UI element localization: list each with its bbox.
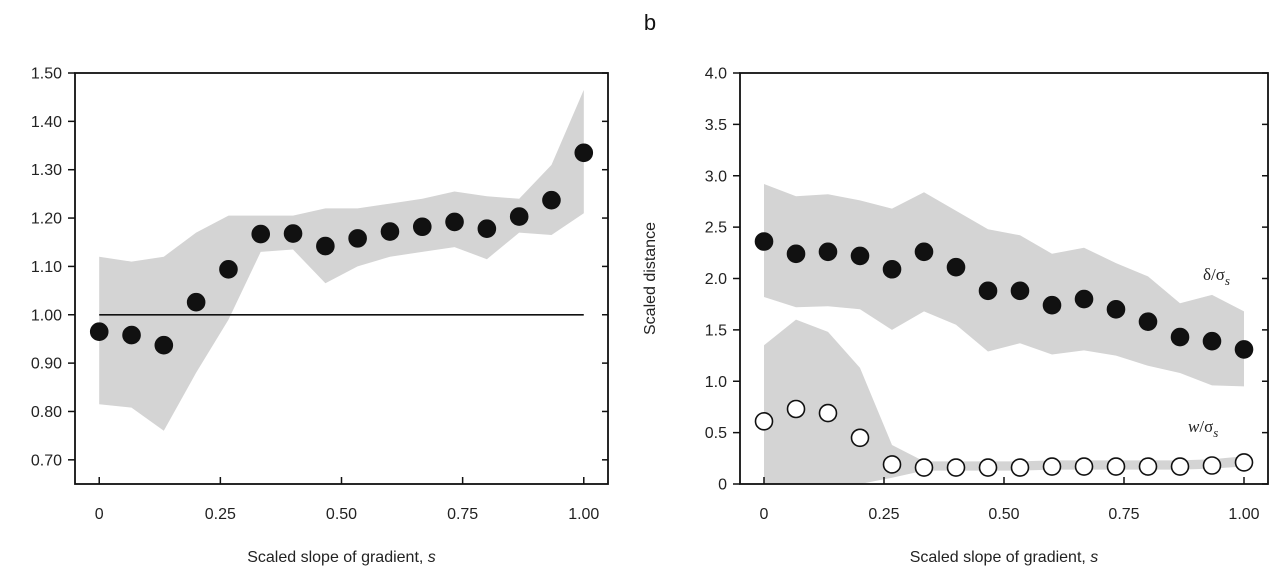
filled-marker: [348, 229, 367, 248]
open-marker: [978, 458, 998, 477]
filled-marker: [380, 222, 400, 241]
filled-marker: [89, 322, 109, 341]
x-tick-label: 0.25: [868, 506, 899, 523]
y-tick-label: 1.5: [705, 322, 727, 339]
filled-marker: [122, 325, 141, 345]
open-marker: [1074, 457, 1094, 476]
confidence-band-0: [764, 184, 1244, 387]
y-tick-label: 0.80: [31, 404, 62, 421]
x-tick-label: 1.00: [568, 506, 599, 523]
filled-marker: [818, 242, 838, 262]
filled-marker: [186, 292, 206, 312]
filled-marker: [412, 217, 432, 237]
x-tick-label: 0.75: [1108, 506, 1139, 523]
filled-marker: [786, 244, 806, 264]
open-marker: [786, 399, 806, 419]
open-marker: [1138, 457, 1158, 476]
open-marker: [1202, 456, 1222, 475]
filled-marker: [1042, 295, 1062, 315]
y-axis-label: Scaled distance: [642, 222, 659, 335]
filled-marker: [946, 257, 966, 277]
chart-left: 0.70 0.80 0.90 1.00 1.10 1.20 1.30 1.40 1.50 0 0.2…: [31, 66, 609, 566]
filled-marker: [477, 219, 497, 238]
filled-marker: [914, 242, 934, 262]
y-tick-label: 1.00: [31, 307, 62, 324]
open-marker: [946, 458, 966, 477]
panel-label: b: [644, 10, 656, 35]
filled-marker: [1202, 331, 1222, 351]
x-tick-label: 0.50: [326, 506, 357, 523]
x-tick-label: 0: [95, 506, 104, 523]
filled-marker: [509, 207, 529, 226]
x-tick-label: 0.50: [988, 506, 1019, 523]
series-annotation: w/σs: [1188, 417, 1218, 440]
x-axis-label: Scaled slope of gradient, s: [910, 549, 1099, 566]
y-tick-label: 3.5: [705, 117, 727, 134]
filled-marker: [1234, 340, 1254, 359]
filled-marker: [445, 212, 464, 232]
open-marker: [1010, 458, 1030, 477]
open-marker: [850, 428, 870, 448]
x-tick-label: 0.75: [447, 506, 478, 523]
filled-marker: [1170, 327, 1190, 347]
y-tick-label: 3.0: [705, 168, 727, 185]
y-tick-label: 1.0: [705, 374, 727, 391]
y-tick-label: 4.0: [705, 66, 727, 83]
y-tick-label: 1.20: [31, 211, 62, 228]
y-tick-label: 2.0: [705, 271, 727, 288]
series-annotation: δ/σs: [1203, 265, 1230, 288]
filled-marker: [316, 236, 335, 256]
open-marker: [1042, 457, 1062, 476]
open-marker: [754, 412, 774, 431]
confidence-band-0: [99, 89, 584, 431]
y-tick-label: 0.5: [705, 425, 727, 442]
x-axis-label: Scaled slope of gradient, s: [247, 549, 436, 566]
open-marker: [818, 403, 838, 423]
filled-marker: [1010, 281, 1030, 301]
y-tick-label: 1.50: [31, 66, 62, 83]
filled-marker: [251, 224, 271, 244]
filled-marker: [542, 190, 561, 210]
y-tick-label: 0: [718, 477, 727, 494]
open-marker: [882, 455, 902, 474]
y-tick-label: 1.30: [31, 162, 62, 179]
y-tick-label: 1.40: [31, 114, 62, 131]
filled-marker: [1106, 300, 1126, 319]
open-marker: [1170, 457, 1190, 476]
filled-marker: [850, 246, 870, 266]
open-marker: [1234, 453, 1254, 472]
filled-marker: [754, 232, 774, 251]
filled-marker: [978, 281, 998, 301]
filled-marker: [283, 224, 303, 243]
filled-marker: [574, 143, 594, 163]
chart-right: 0 0.5 1.0 1.5 2.0 2.5 3.0 3.5 4.0 0 0.25 0.50 0.75 1.…: [642, 66, 1269, 566]
x-tick-label: 0: [760, 506, 769, 523]
confidence-band-1: [764, 319, 1244, 484]
y-tick-label: 2.5: [705, 220, 727, 237]
filled-marker: [219, 260, 238, 279]
y-tick-label: 1.10: [31, 259, 62, 276]
filled-marker: [1138, 312, 1158, 331]
filled-marker: [1074, 289, 1094, 309]
x-tick-label: 1.00: [1228, 506, 1259, 523]
filled-marker: [882, 259, 902, 279]
open-marker: [914, 458, 934, 477]
y-tick-label: 0.70: [31, 452, 62, 469]
open-marker: [1106, 457, 1126, 476]
y-tick-label: 0.90: [31, 356, 62, 373]
filled-marker: [154, 335, 174, 355]
x-tick-label: 0.25: [205, 506, 236, 523]
